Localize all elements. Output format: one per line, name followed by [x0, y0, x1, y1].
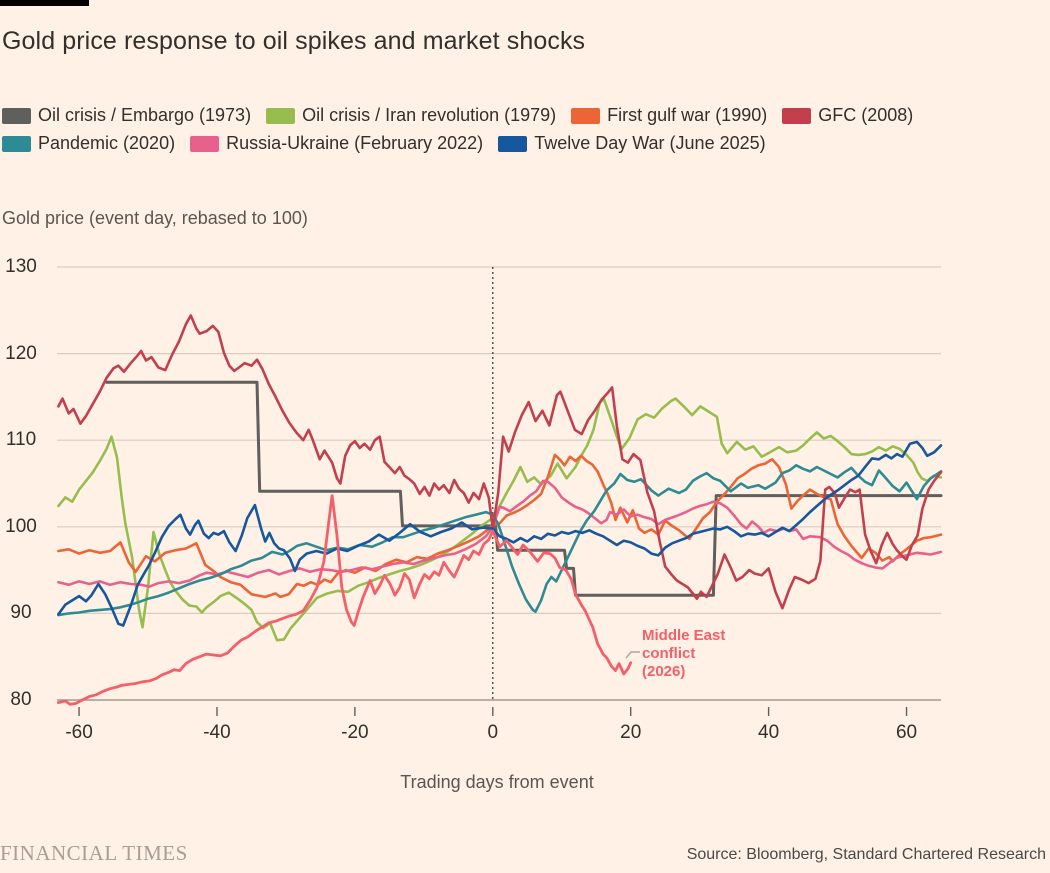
y-tick-label: 110 [5, 429, 37, 451]
x-axis-title: Trading days from event [400, 772, 594, 792]
legend-label: First gulf war (1990) [607, 105, 768, 125]
legend-label: Russia-Ukraine (February 2022) [226, 133, 484, 153]
legend-label: Oil crisis / Iran revolution (1979) [302, 105, 557, 125]
series-line [57, 494, 633, 706]
series-line [57, 440, 943, 627]
series-line [57, 479, 943, 588]
legend-label: Pandemic (2020) [38, 133, 176, 153]
legend: Oil crisis / Embargo (1973) Oil crisis / … [2, 105, 1048, 161]
x-tick-label: -40 [203, 722, 231, 743]
annotation-middle-east-conflict: Middle East conflict (2026) [642, 627, 725, 681]
y-tick-label: 80 [10, 689, 32, 710]
source-text: Source: Bloomberg, Standard Chartered Re… [686, 846, 1046, 863]
annotation-connector [625, 651, 640, 659]
legend-item: Twelve Day War (June 2025) [498, 133, 766, 154]
legend-swatch [782, 107, 812, 124]
legend-item: Oil crisis / Iran revolution (1979) [266, 105, 556, 126]
legend-swatch [498, 135, 528, 152]
legend-label: Oil crisis / Embargo (1973) [38, 105, 252, 125]
series-line [57, 397, 943, 642]
legend-swatch [190, 135, 220, 152]
legend-label: GFC (2008) [818, 105, 914, 125]
annotation-line-2: conflict [642, 645, 696, 662]
x-tick-label: 40 [758, 722, 780, 743]
legend-swatch [2, 135, 31, 152]
legend-swatch [266, 107, 296, 124]
legend-item: Russia-Ukraine (February 2022) [190, 133, 483, 154]
legend-row-2: Pandemic (2020) Russia-Ukraine (February … [2, 133, 1048, 154]
y-tick-label: 120 [5, 342, 37, 364]
annotation-line-1: Middle East [642, 627, 726, 644]
y-tick-label: 90 [10, 602, 32, 624]
legend-item: GFC (2008) [782, 105, 913, 126]
legend-swatch [2, 107, 31, 124]
x-tick-label: -60 [65, 722, 93, 743]
ft-logo-text: FINANCIAL TIMES [0, 841, 188, 865]
series-line [105, 380, 943, 597]
legend-swatch [571, 107, 601, 124]
y-tick-label: 130 [5, 256, 37, 277]
x-tick-label: 20 [620, 722, 642, 743]
series-line [57, 314, 943, 610]
series-line [57, 463, 943, 617]
legend-item: First gulf war (1990) [571, 105, 767, 126]
legend-item: Pandemic (2020) [2, 133, 175, 154]
y-tick-label: 100 [5, 515, 37, 537]
x-tick-label: 0 [487, 722, 499, 743]
legend-label: Twelve Day War (June 2025) [534, 133, 766, 153]
x-tick-label: -20 [341, 722, 369, 743]
annotation-line-3: (2026) [642, 663, 686, 680]
y-axis-title: Gold price (event day, rebased to 100) [2, 208, 308, 228]
chart-title: Gold price response to oil spikes and ma… [2, 27, 586, 55]
x-tick-label: 60 [895, 722, 918, 743]
ft-top-bar [0, 0, 89, 6]
legend-row-1: Oil crisis / Embargo (1973) Oil crisis / … [2, 105, 1048, 126]
series-line [57, 453, 943, 599]
legend-item: Oil crisis / Embargo (1973) [2, 105, 251, 126]
